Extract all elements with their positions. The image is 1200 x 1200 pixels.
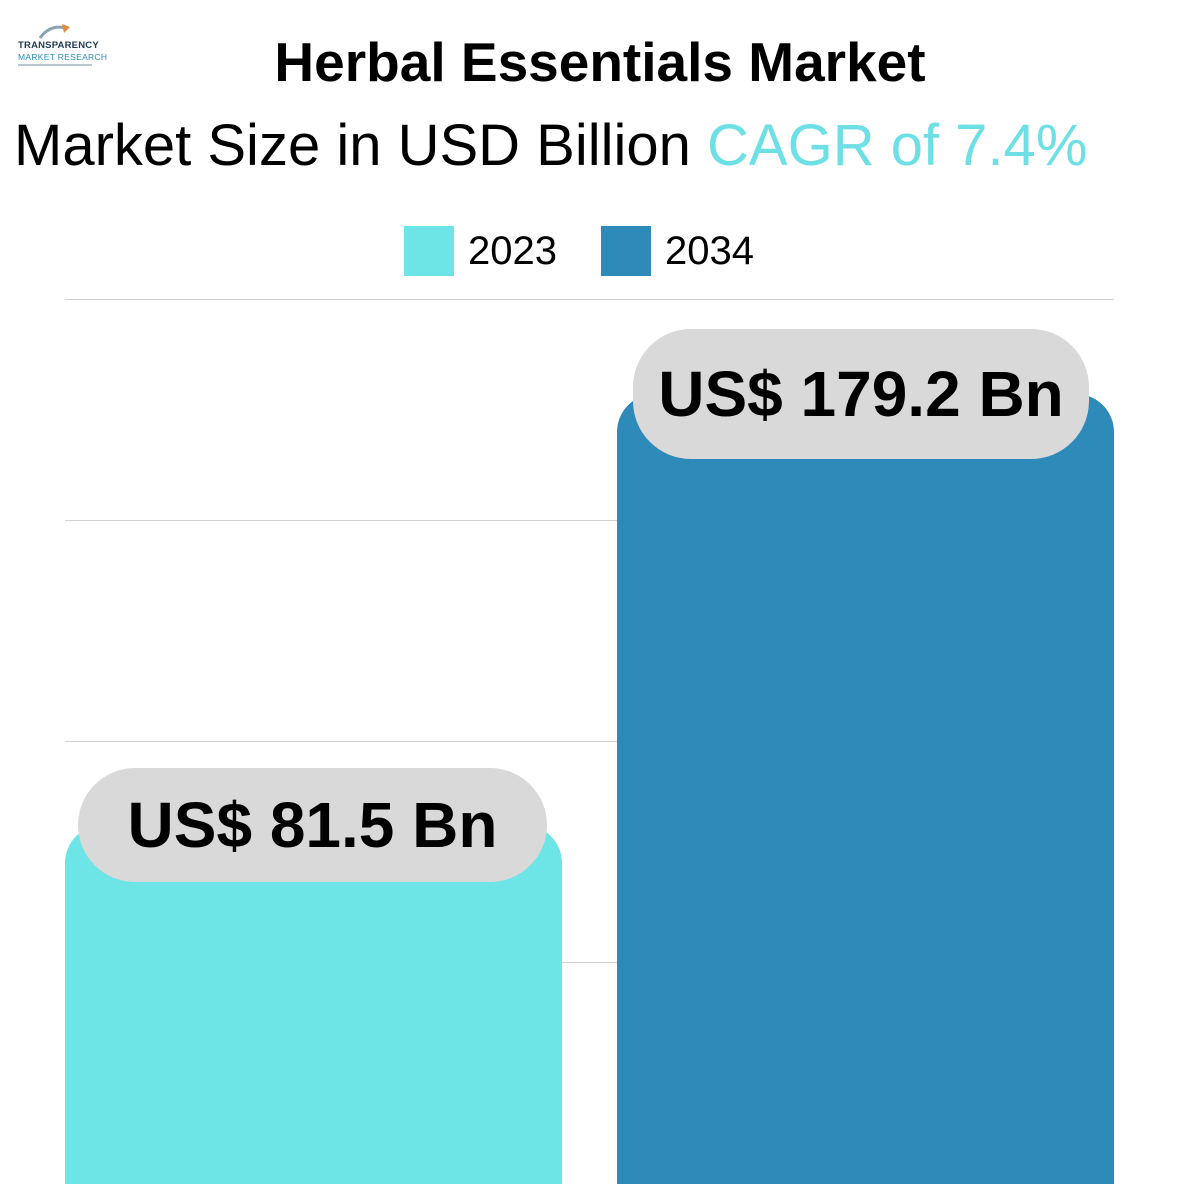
bar-2034 <box>617 394 1114 1184</box>
company-logo: TRANSPARENCY MARKET RESEARCH <box>14 22 107 72</box>
legend-label-2023: 2023 <box>468 228 557 273</box>
subtitle-text: Market Size in USD Billion <box>14 113 691 178</box>
grid-line <box>65 962 1114 963</box>
chart-subtitle: Market Size in USD Billion CAGR of 7.4% <box>14 112 1194 180</box>
chart-title: Herbal Essentials Market <box>274 31 926 93</box>
legend-label-2034: 2034 <box>665 228 754 273</box>
logo-text-secondary: MARKET RESEARCH <box>18 52 108 62</box>
bar-2023 <box>65 824 562 1184</box>
legend-swatch-2034 <box>601 226 651 276</box>
data-label-2034: US$ 179.2 Bn <box>633 329 1089 459</box>
logo-divider <box>18 64 92 66</box>
legend-item-2023: 2023 <box>404 226 557 276</box>
grid-line <box>65 741 1114 742</box>
logo-text-primary: TRANSPARENCY <box>18 40 99 51</box>
grid-line <box>65 520 1114 521</box>
legend-swatch-2023 <box>404 226 454 276</box>
data-label-2023: US$ 81.5 Bn <box>78 767 547 882</box>
grid-line <box>65 299 1114 300</box>
legend-item-2034: 2034 <box>601 226 754 276</box>
cagr-text: CAGR of 7.4% <box>707 113 1088 178</box>
logo-arrow-icon <box>38 24 70 39</box>
